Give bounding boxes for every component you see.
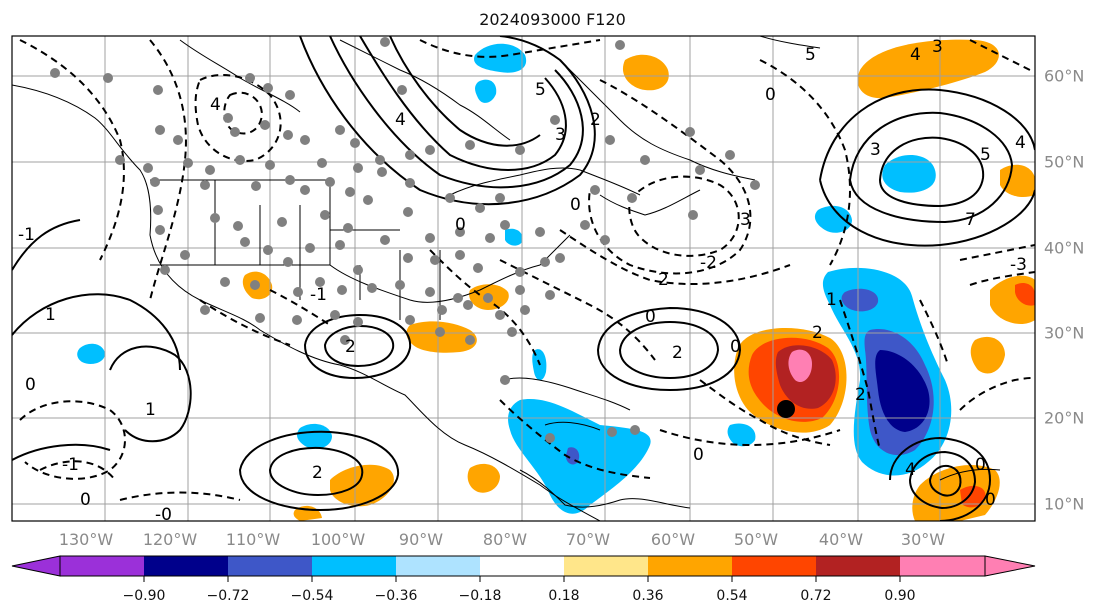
colorbar-tick-label: −0.54 xyxy=(290,588,334,604)
colorbar-tick-label: 0.36 xyxy=(632,588,664,604)
colorbar-tick-label: 0.54 xyxy=(716,588,748,604)
lon-label: 130°W xyxy=(58,530,114,549)
contour-label: -1 xyxy=(310,285,327,305)
lon-label: 80°W xyxy=(482,530,528,549)
contour-label: 1 xyxy=(45,305,56,325)
contour-label: 0 xyxy=(25,375,36,395)
storm-position-marker xyxy=(777,400,795,418)
contour-label: 2 xyxy=(590,110,601,130)
colorbar-tick-label: −0.36 xyxy=(374,588,418,604)
contour-label: 2 xyxy=(312,463,323,483)
contour-label: 4 xyxy=(1015,133,1026,153)
contour-label: 0 xyxy=(80,490,91,510)
contour-label: 1 xyxy=(145,400,156,420)
contour-label: 2 xyxy=(812,323,823,343)
lon-label: 100°W xyxy=(310,530,366,549)
lon-label: 110°W xyxy=(225,530,281,549)
solid-contours xyxy=(12,36,1035,521)
lon-label: 120°W xyxy=(142,530,198,549)
colorbar-tick-label: 0.72 xyxy=(800,588,832,604)
contour-label: 3 xyxy=(740,210,751,230)
contour-label: 0 xyxy=(765,85,776,105)
contour-label: 2 xyxy=(672,343,683,363)
colorbar-tick-label: 0.18 xyxy=(548,588,580,604)
colorbar-tick-label: 0.90 xyxy=(884,588,916,604)
lon-label: 30°W xyxy=(900,530,946,549)
contour-label: 7 xyxy=(965,210,976,230)
map-border xyxy=(11,35,1036,522)
lat-lon-grid xyxy=(12,36,1035,521)
contour-label: 4 xyxy=(910,45,921,65)
colorbar-tick-label: −0.18 xyxy=(458,588,502,604)
map-title: 2024093000 F120 xyxy=(479,10,626,29)
contour-label: 0 xyxy=(570,195,581,215)
lon-label: 40°W xyxy=(818,530,864,549)
contour-label: 0 xyxy=(730,337,741,357)
contour-label: 3 xyxy=(870,140,881,160)
contour-label: -1 xyxy=(62,455,79,475)
contour-label: 4 xyxy=(210,95,221,115)
lat-label: 10°N xyxy=(1044,494,1085,514)
contour-label: 3 xyxy=(932,37,943,57)
dashed-contours xyxy=(19,39,1035,501)
contour-labels: -1 1 0 1 -1 0 -0 4 -1 2 2 4 0 5 3 2 0 3 … xyxy=(18,37,1027,525)
lat-label: 50°N xyxy=(1044,152,1085,172)
lat-label: 20°N xyxy=(1044,408,1085,428)
coastlines xyxy=(12,36,1001,521)
contour-label: 2 xyxy=(658,270,669,290)
colorbar xyxy=(11,555,1036,582)
lon-label: 50°W xyxy=(733,530,779,549)
contour-label: 4 xyxy=(905,460,916,480)
contour-label: -0 xyxy=(155,505,172,525)
lon-label: 70°W xyxy=(565,530,611,549)
contour-label: -2 xyxy=(700,253,717,273)
lat-label: 30°N xyxy=(1044,323,1085,343)
lat-label: 60°N xyxy=(1044,66,1085,86)
station-markers xyxy=(50,37,760,443)
contour-label: 5 xyxy=(980,145,991,165)
colorbar-tick-label: −0.72 xyxy=(206,588,250,604)
lat-label: 40°N xyxy=(1044,238,1085,258)
contour-label: 4 xyxy=(395,110,406,130)
contour-label: 0 xyxy=(693,445,704,465)
contour-label: 2 xyxy=(345,337,356,357)
lon-label: 60°W xyxy=(650,530,696,549)
contour-label: -1 xyxy=(18,225,35,245)
contour-label: 0 xyxy=(455,215,466,235)
colorbar-tick-label: −0.90 xyxy=(122,588,166,604)
contour-label: 5 xyxy=(535,80,546,100)
contour-label: 0 xyxy=(975,455,986,475)
contour-label: 2 xyxy=(855,385,866,405)
contour-label: 3 xyxy=(555,125,566,145)
contour-label: 5 xyxy=(805,45,816,65)
lon-label: 90°W xyxy=(398,530,444,549)
contour-label: 0 xyxy=(645,307,656,327)
contour-label: -3 xyxy=(1010,255,1027,275)
anomaly-fills xyxy=(77,39,1035,521)
contour-label: 0 xyxy=(985,490,996,510)
contour-label: 1 xyxy=(826,290,837,310)
